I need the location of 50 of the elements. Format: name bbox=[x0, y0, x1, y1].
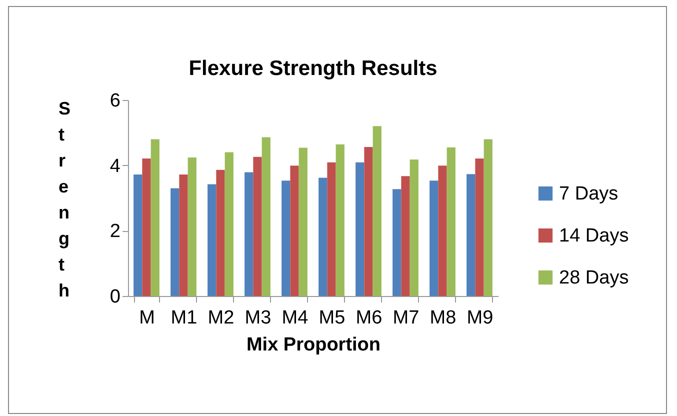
bar bbox=[282, 180, 290, 296]
y-tick-label: 6 bbox=[110, 90, 120, 112]
legend-label: 28 Days bbox=[559, 268, 629, 288]
bar bbox=[170, 188, 180, 296]
y-tick-label: 2 bbox=[110, 221, 120, 242]
bar bbox=[401, 176, 410, 296]
legend-label: 7 Days bbox=[559, 184, 618, 204]
x-tick-label: M9 bbox=[466, 308, 494, 328]
bar bbox=[179, 174, 188, 296]
chart-title: Flexure Strength Results bbox=[188, 57, 438, 80]
bar bbox=[392, 189, 402, 296]
bar bbox=[224, 152, 234, 296]
x-tick-label: M4 bbox=[282, 308, 309, 328]
bar bbox=[216, 170, 225, 296]
y-tick-label: 4 bbox=[110, 156, 121, 177]
bar bbox=[475, 158, 484, 296]
bar bbox=[290, 166, 299, 296]
y-axis-title: Strength bbox=[58, 98, 71, 300]
bar bbox=[253, 156, 262, 296]
x-axis-title: Mix Proportion bbox=[246, 334, 381, 356]
legend-label: 14 Days bbox=[559, 226, 629, 246]
x-tick-label: M3 bbox=[244, 308, 272, 328]
bar bbox=[142, 158, 151, 296]
x-tick-label: M5 bbox=[318, 308, 346, 328]
x-tick-label: M6 bbox=[356, 308, 382, 328]
bar bbox=[298, 148, 308, 296]
bar bbox=[134, 174, 142, 296]
bar bbox=[208, 184, 216, 296]
bar bbox=[438, 166, 447, 296]
bar bbox=[372, 126, 382, 296]
bar bbox=[484, 139, 492, 296]
y-tick-label: 0 bbox=[110, 286, 120, 308]
bar bbox=[466, 174, 476, 296]
x-tick-label: M7 bbox=[392, 308, 420, 328]
bar bbox=[356, 162, 364, 296]
x-tick-label: M8 bbox=[430, 308, 456, 328]
bar bbox=[318, 178, 328, 296]
x-tick-label: M2 bbox=[208, 308, 234, 328]
bar bbox=[262, 137, 270, 296]
bar bbox=[327, 162, 336, 296]
bar bbox=[188, 157, 196, 296]
bar bbox=[364, 147, 373, 296]
bar bbox=[244, 172, 254, 296]
bar bbox=[150, 139, 160, 296]
bar bbox=[446, 147, 456, 296]
x-tick-label: M1 bbox=[170, 308, 198, 328]
bar bbox=[430, 180, 438, 296]
bar bbox=[336, 144, 344, 296]
x-tick-label: M bbox=[139, 308, 155, 328]
bar bbox=[410, 159, 418, 296]
